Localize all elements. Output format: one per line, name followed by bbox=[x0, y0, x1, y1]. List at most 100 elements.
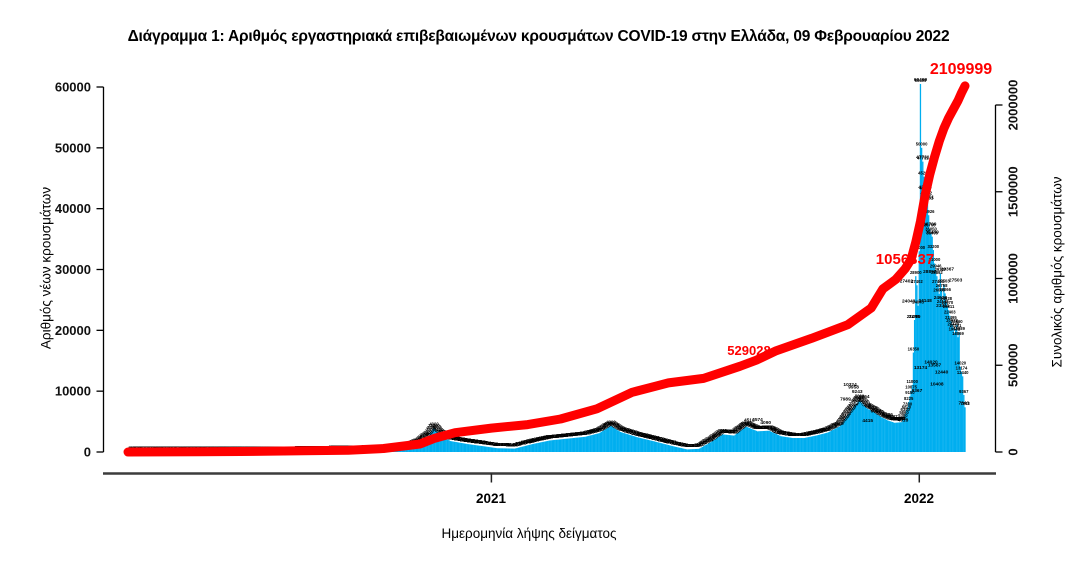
svg-text:2280: 2280 bbox=[568, 432, 578, 437]
svg-text:4785: 4785 bbox=[890, 416, 901, 422]
svg-text:7829: 7829 bbox=[851, 398, 861, 403]
svg-text:564: 564 bbox=[510, 442, 518, 447]
svg-text:2700: 2700 bbox=[627, 429, 637, 434]
svg-text:2300: 2300 bbox=[792, 432, 802, 437]
svg-text:7200: 7200 bbox=[862, 402, 872, 407]
svg-text:1168: 1168 bbox=[701, 439, 711, 444]
svg-text:1140: 1140 bbox=[470, 439, 480, 444]
svg-text:3900: 3900 bbox=[739, 422, 749, 427]
svg-text:8600: 8600 bbox=[855, 394, 865, 399]
svg-text:2760: 2760 bbox=[726, 429, 736, 434]
svg-text:1193: 1193 bbox=[468, 439, 478, 444]
svg-text:2330: 2330 bbox=[787, 432, 797, 437]
svg-text:4883: 4883 bbox=[896, 416, 906, 421]
svg-text:7314: 7314 bbox=[849, 401, 859, 406]
svg-text:1730: 1730 bbox=[707, 435, 717, 440]
svg-text:1340: 1340 bbox=[529, 438, 539, 443]
svg-text:4100: 4100 bbox=[834, 421, 844, 426]
svg-text:2180: 2180 bbox=[562, 433, 572, 438]
svg-text:872: 872 bbox=[483, 441, 491, 446]
svg-text:10075: 10075 bbox=[905, 385, 917, 390]
svg-text:2200: 2200 bbox=[563, 432, 573, 437]
svg-text:2540: 2540 bbox=[807, 430, 817, 435]
svg-text:1103: 1103 bbox=[523, 439, 533, 444]
svg-text:1300: 1300 bbox=[660, 438, 670, 443]
svg-text:3640: 3640 bbox=[749, 424, 759, 429]
svg-text:2950: 2950 bbox=[817, 428, 827, 433]
svg-text:8343: 8343 bbox=[854, 395, 864, 400]
svg-text:4720: 4720 bbox=[837, 417, 847, 422]
svg-text:3900: 3900 bbox=[831, 422, 841, 427]
svg-text:3720: 3720 bbox=[428, 423, 438, 428]
svg-text:24628: 24628 bbox=[934, 295, 948, 301]
daily-bars bbox=[142, 83, 966, 453]
svg-text:3120: 3120 bbox=[434, 427, 444, 432]
svg-text:5760: 5760 bbox=[842, 411, 852, 416]
svg-text:5500: 5500 bbox=[841, 412, 851, 417]
svg-text:4000: 4000 bbox=[429, 422, 439, 427]
svg-text:5000: 5000 bbox=[886, 415, 896, 420]
svg-text:1620: 1620 bbox=[537, 436, 547, 441]
svg-text:3410: 3410 bbox=[754, 425, 764, 430]
svg-text:2300: 2300 bbox=[793, 432, 803, 437]
svg-text:2450: 2450 bbox=[422, 431, 432, 436]
svg-text:1492: 1492 bbox=[705, 437, 715, 442]
svg-text:2000: 2000 bbox=[419, 434, 429, 439]
svg-text:4574: 4574 bbox=[752, 417, 763, 423]
svg-text:5133: 5133 bbox=[884, 415, 894, 420]
svg-text:953: 953 bbox=[480, 440, 488, 445]
svg-text:2360: 2360 bbox=[786, 431, 796, 436]
svg-text:2850: 2850 bbox=[731, 429, 741, 434]
svg-text:3940: 3940 bbox=[603, 422, 613, 427]
svg-text:900: 900 bbox=[482, 440, 490, 445]
svg-text:1380: 1380 bbox=[530, 437, 540, 442]
svg-text:7667: 7667 bbox=[860, 399, 870, 404]
svg-text:2900: 2900 bbox=[590, 428, 600, 433]
svg-text:4460: 4460 bbox=[836, 419, 846, 424]
svg-text:6002: 6002 bbox=[871, 409, 882, 415]
svg-text:955: 955 bbox=[521, 440, 529, 445]
svg-text:2750: 2750 bbox=[813, 429, 823, 434]
svg-text:7000: 7000 bbox=[864, 403, 874, 408]
svg-text:2060: 2060 bbox=[555, 433, 565, 438]
x-axis-title: Ημερομηνία λήψης δείγματος bbox=[441, 526, 617, 541]
svg-text:600: 600 bbox=[500, 442, 508, 447]
svg-text:568: 568 bbox=[509, 442, 517, 447]
svg-text:2880: 2880 bbox=[425, 428, 435, 433]
svg-text:1667: 1667 bbox=[450, 436, 460, 441]
svg-text:2550: 2550 bbox=[582, 430, 592, 435]
svg-text:26000: 26000 bbox=[933, 288, 945, 293]
svg-text:1150: 1150 bbox=[664, 439, 674, 444]
svg-text:2120: 2120 bbox=[558, 433, 568, 438]
svg-text:4200: 4200 bbox=[835, 420, 845, 425]
svg-text:60499: 60499 bbox=[915, 78, 927, 83]
svg-text:5933: 5933 bbox=[875, 410, 885, 415]
svg-text:28892: 28892 bbox=[923, 269, 937, 275]
svg-text:24148: 24148 bbox=[937, 299, 949, 304]
svg-text:20860: 20860 bbox=[951, 319, 963, 324]
svg-text:4175: 4175 bbox=[607, 420, 617, 425]
svg-text:3500: 3500 bbox=[765, 425, 775, 430]
svg-text:3675: 3675 bbox=[612, 423, 622, 428]
svg-text:6020: 6020 bbox=[843, 409, 853, 414]
svg-text:612: 612 bbox=[496, 442, 504, 447]
svg-text:2778: 2778 bbox=[436, 429, 446, 434]
right-axis-tick-label: 0 bbox=[1006, 448, 1021, 455]
svg-text:3300: 3300 bbox=[616, 426, 626, 431]
svg-text:2950: 2950 bbox=[591, 428, 601, 433]
svg-text:641: 641 bbox=[678, 442, 686, 447]
svg-text:6800: 6800 bbox=[847, 404, 857, 409]
svg-text:9150: 9150 bbox=[905, 390, 915, 395]
svg-text:9367: 9367 bbox=[912, 388, 923, 394]
left-axis-tick-label: 40000 bbox=[55, 201, 91, 216]
svg-text:3460: 3460 bbox=[598, 425, 608, 430]
svg-text:3580: 3580 bbox=[599, 424, 609, 429]
svg-text:14020: 14020 bbox=[954, 361, 966, 366]
svg-text:29367: 29367 bbox=[941, 266, 955, 272]
svg-text:2750: 2750 bbox=[586, 429, 596, 434]
svg-text:3300: 3300 bbox=[824, 426, 834, 431]
svg-text:1933: 1933 bbox=[645, 434, 655, 439]
svg-text:2400: 2400 bbox=[633, 431, 643, 436]
svg-text:6280: 6280 bbox=[844, 408, 854, 413]
